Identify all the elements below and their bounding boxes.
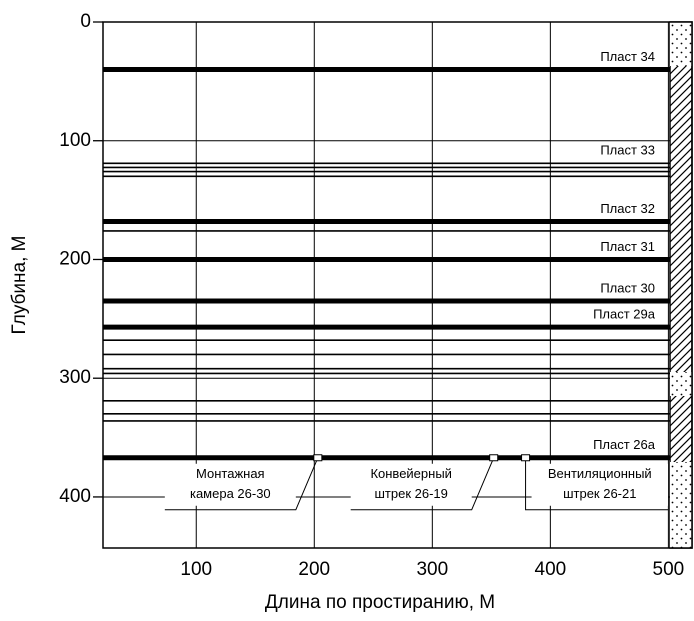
- x-tick-label: 200: [298, 559, 330, 580]
- seam-label: Пласт 34: [600, 49, 655, 64]
- annotation-marker: [314, 455, 322, 461]
- annotation-marker: [522, 455, 530, 461]
- annotation-text: Конвейерный: [370, 466, 451, 481]
- seam-label: Пласт 32: [600, 201, 655, 216]
- chart: Глубина, М Длина по простиранию, М 100 20…: [0, 0, 694, 616]
- seam-label: Пласт 30: [600, 280, 655, 295]
- annotation-text: камера 26-30: [190, 486, 271, 501]
- seam-label: Пласт 31: [600, 239, 655, 254]
- annotation-marker: [490, 455, 498, 461]
- y-axis-title: Глубина, М: [9, 236, 30, 335]
- x-tick-label: 400: [535, 559, 567, 580]
- y-tick-label: 0: [80, 11, 91, 32]
- y-tick-label: 300: [59, 367, 91, 388]
- seam-label: Пласт 29а: [593, 307, 656, 322]
- annotation-text: штрек 26-21: [563, 486, 636, 501]
- seam-label: Пласт 26а: [593, 437, 656, 452]
- x-axis-title: Длина по простиранию, М: [265, 592, 495, 613]
- x-tick-label: 100: [180, 559, 212, 580]
- annotation-text: Монтажная: [196, 466, 265, 481]
- strata-column: [670, 22, 692, 548]
- annotation-text: штрек 26-19: [374, 486, 447, 501]
- x-tick-label: 500: [653, 559, 685, 580]
- y-tick-label: 100: [59, 130, 91, 151]
- y-tick-label: 400: [59, 486, 91, 507]
- annotation-text: Вентиляционный: [548, 466, 652, 481]
- seam-label: Пласт 33: [600, 143, 655, 158]
- x-tick-label: 300: [416, 559, 448, 580]
- y-tick-label: 200: [59, 248, 91, 269]
